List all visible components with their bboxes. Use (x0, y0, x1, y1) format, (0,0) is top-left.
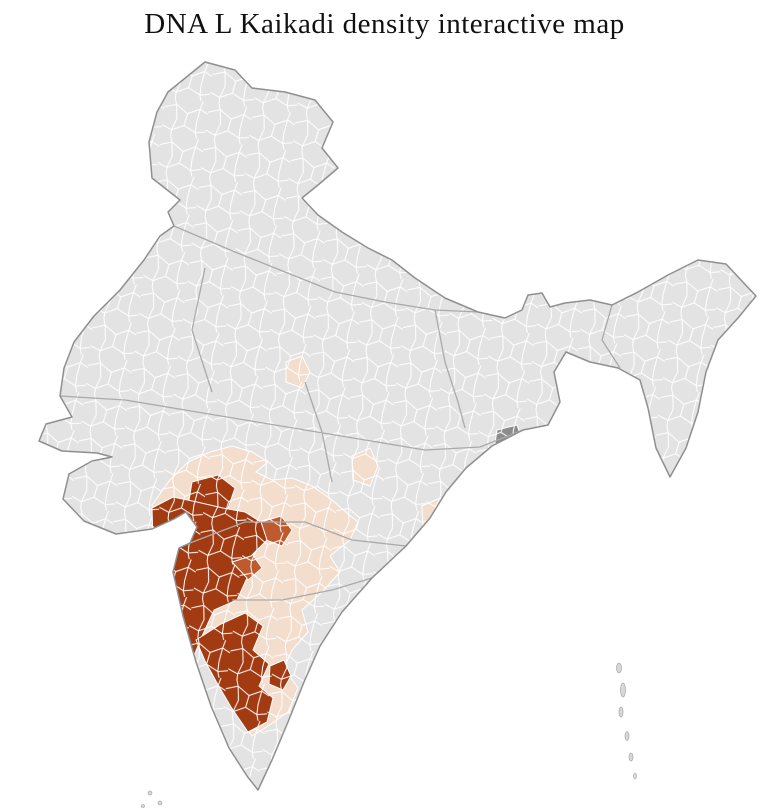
island[interactable] (147, 790, 153, 796)
island[interactable] (628, 752, 634, 762)
andaman-nicobar-islands[interactable] (616, 662, 637, 780)
island[interactable] (618, 706, 624, 718)
island[interactable] (616, 662, 622, 674)
india-landmass[interactable] (39, 62, 756, 790)
no-data-region-west[interactable] (30, 394, 62, 413)
island[interactable] (624, 731, 630, 741)
island[interactable] (633, 772, 637, 780)
lakshadweep-islands[interactable] (141, 790, 163, 808)
island[interactable] (620, 682, 626, 698)
page-title: DNA L Kaikadi density interactive map (144, 8, 625, 40)
island[interactable] (141, 804, 145, 808)
island[interactable] (157, 800, 163, 806)
